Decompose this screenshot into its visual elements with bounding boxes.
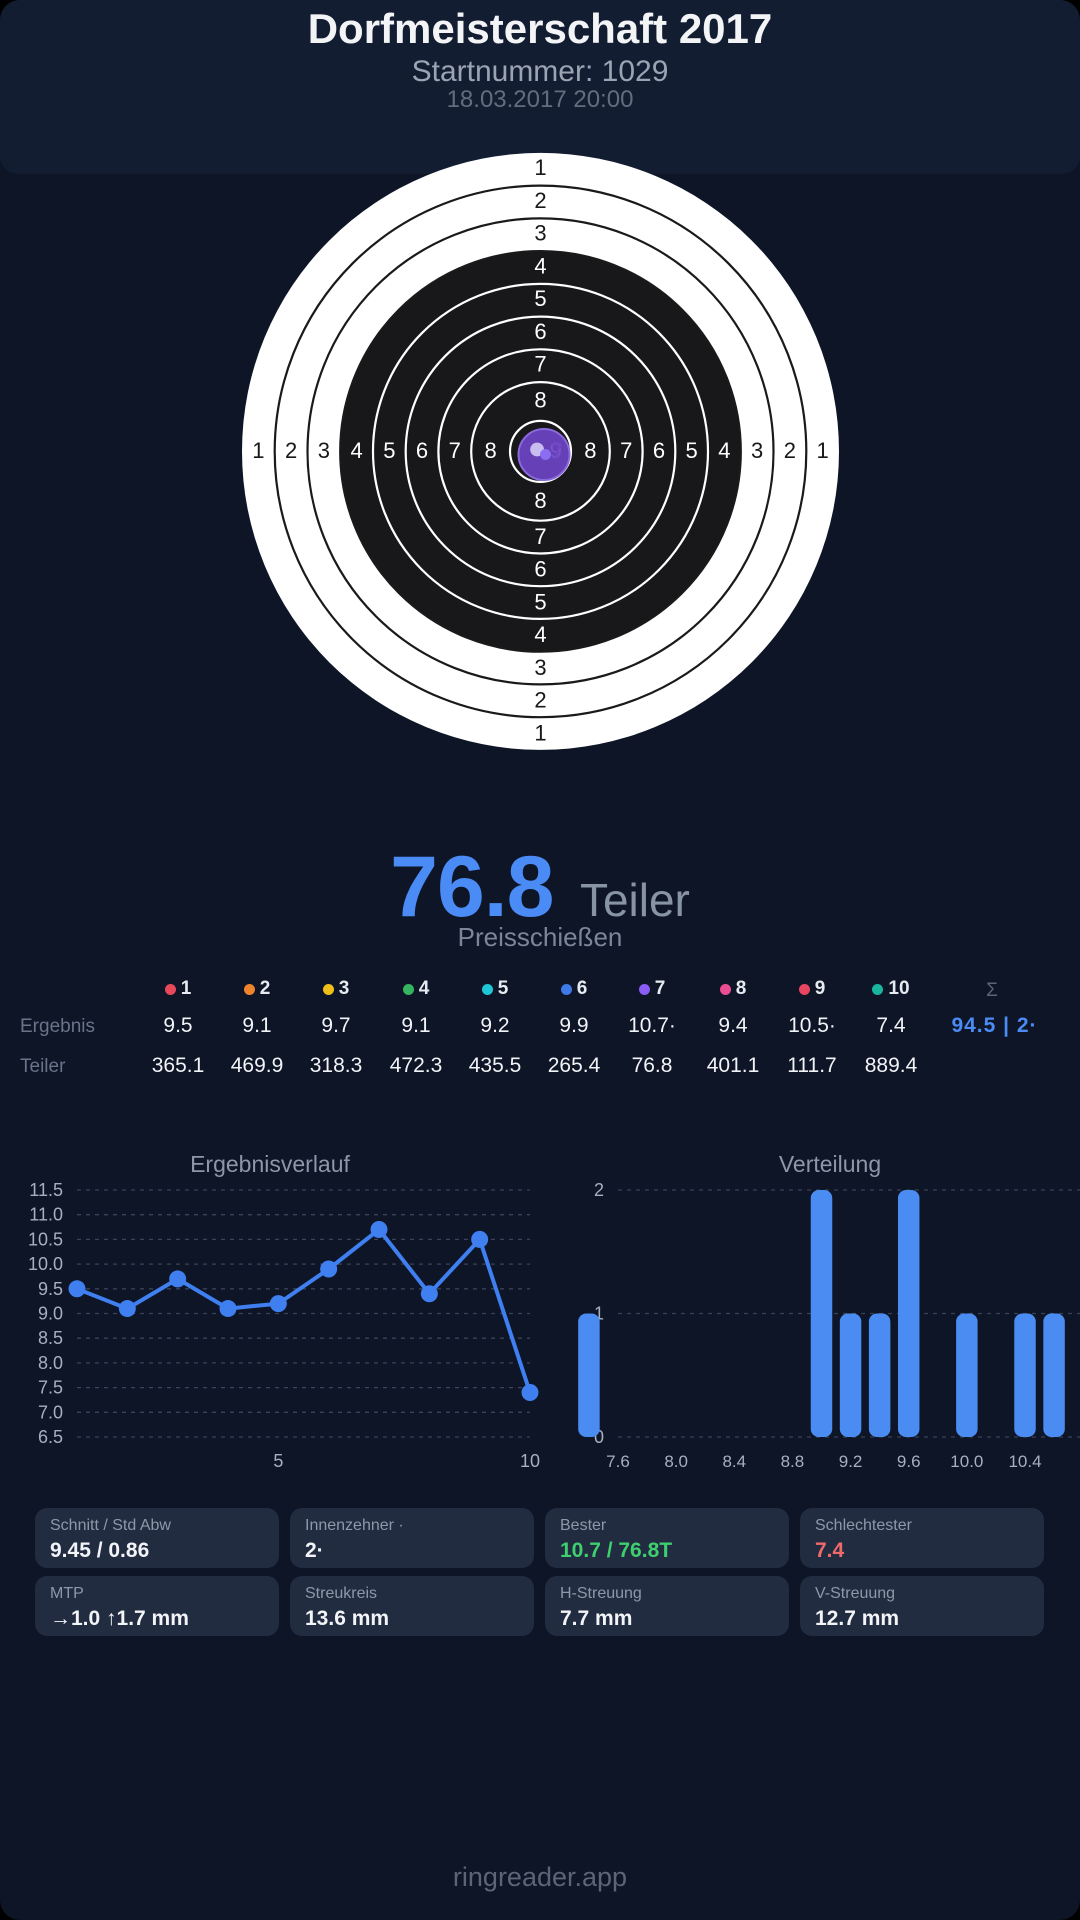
svg-text:11.0: 11.0	[29, 1205, 63, 1225]
svg-text:1: 1	[817, 438, 829, 463]
svg-text:10: 10	[520, 1451, 540, 1471]
svg-text:7: 7	[449, 438, 461, 463]
svg-text:3: 3	[534, 221, 546, 246]
svg-text:8.5: 8.5	[38, 1328, 63, 1348]
svg-text:2: 2	[285, 438, 297, 463]
svg-text:7.5: 7.5	[38, 1378, 63, 1398]
svg-text:7.0: 7.0	[38, 1402, 63, 1422]
svg-text:8.0: 8.0	[38, 1353, 63, 1373]
svg-text:6: 6	[534, 319, 546, 344]
svg-text:1: 1	[252, 438, 264, 463]
svg-text:9.5: 9.5	[38, 1279, 63, 1299]
svg-text:10.0: 10.0	[28, 1254, 63, 1274]
svg-text:8: 8	[534, 387, 546, 412]
svg-text:1: 1	[534, 720, 546, 745]
svg-text:9.2: 9.2	[839, 1452, 863, 1471]
svg-text:5: 5	[686, 438, 698, 463]
svg-text:2: 2	[534, 688, 546, 713]
svg-text:1: 1	[534, 155, 546, 180]
svg-text:7: 7	[534, 352, 546, 377]
svg-text:4: 4	[534, 253, 546, 278]
svg-text:8.4: 8.4	[722, 1452, 746, 1471]
svg-text:2: 2	[784, 438, 796, 463]
svg-text:5: 5	[534, 286, 546, 311]
svg-text:5: 5	[273, 1451, 283, 1471]
svg-text:3: 3	[318, 438, 330, 463]
svg-text:2: 2	[594, 1180, 604, 1200]
svg-text:10.0: 10.0	[950, 1452, 983, 1471]
svg-text:10.5: 10.5	[28, 1229, 63, 1249]
svg-text:5: 5	[534, 589, 546, 614]
svg-text:8: 8	[534, 488, 546, 513]
svg-text:8.8: 8.8	[781, 1452, 805, 1471]
svg-text:9.6: 9.6	[897, 1452, 921, 1471]
svg-text:8: 8	[484, 438, 496, 463]
svg-text:4: 4	[350, 438, 362, 463]
svg-text:5: 5	[383, 438, 395, 463]
svg-text:8: 8	[584, 438, 596, 463]
svg-text:6: 6	[653, 438, 665, 463]
svg-text:3: 3	[751, 438, 763, 463]
svg-text:6: 6	[416, 438, 428, 463]
svg-text:8.0: 8.0	[664, 1452, 688, 1471]
svg-text:11.5: 11.5	[29, 1180, 63, 1200]
svg-text:4: 4	[534, 622, 546, 647]
svg-text:7: 7	[534, 524, 546, 549]
svg-text:Verteilung: Verteilung	[779, 1151, 881, 1177]
svg-text:6.5: 6.5	[38, 1427, 63, 1447]
svg-text:2: 2	[534, 188, 546, 213]
svg-text:4: 4	[718, 438, 730, 463]
svg-text:3: 3	[534, 655, 546, 680]
svg-text:7: 7	[620, 438, 632, 463]
svg-text:Ergebnisverlauf: Ergebnisverlauf	[190, 1151, 350, 1177]
svg-text:10.4: 10.4	[1008, 1452, 1041, 1471]
svg-text:9.0: 9.0	[38, 1304, 63, 1324]
svg-text:6: 6	[534, 557, 546, 582]
svg-text:7.6: 7.6	[606, 1452, 630, 1471]
